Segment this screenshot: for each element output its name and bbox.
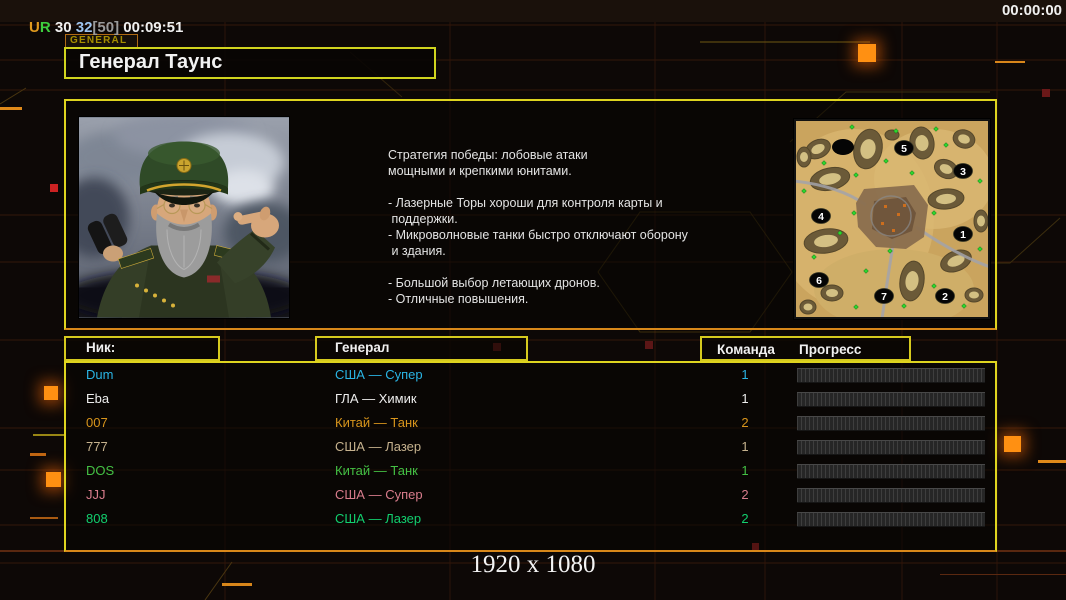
- player-general: США — Супер: [335, 367, 423, 382]
- start-marker-label: 3: [960, 166, 966, 178]
- match-info: UR 30 32[50] 00:09:51: [4, 2, 183, 53]
- map-image: 5 3 4 1 6 7 2: [794, 119, 990, 319]
- elapsed-time: 00:09:51: [119, 19, 184, 36]
- header-team: Команда: [717, 342, 775, 357]
- start-marker-label: 2: [942, 291, 948, 303]
- player-general: Китай — Танк: [335, 415, 418, 430]
- rate-value: 32: [71, 19, 93, 36]
- strategy-line: поддержки.: [388, 212, 458, 226]
- player-team: 2: [741, 415, 749, 430]
- map-start-markers: 5 3 4 1 6 7 2: [809, 140, 973, 304]
- player-team: 1: [741, 391, 749, 406]
- strategy-line: мощными и крепкими юнитами.: [388, 164, 572, 178]
- player-nick: JJJ: [86, 487, 106, 502]
- general-portrait-image: [79, 117, 289, 318]
- table-row: 777 США — Лазер 1: [66, 435, 995, 459]
- player-nick: Dum: [86, 367, 114, 382]
- strategy-line: Стратегия победы: лобовые атаки: [388, 148, 588, 162]
- glow-square: [1004, 436, 1021, 452]
- page-title: Генерал Таунс: [79, 51, 223, 73]
- resolution-label: 1920 x 1080: [470, 551, 596, 578]
- header-nick: Ник:: [64, 336, 220, 361]
- player-general: Китай — Танк: [335, 463, 418, 478]
- start-marker-label: 5: [901, 143, 907, 155]
- strategy-line: - Большой выбор летающих дронов.: [388, 276, 600, 290]
- start-marker-label: 1: [960, 229, 966, 241]
- table-row: Eba ГЛА — Химик 1: [66, 387, 995, 411]
- progress-bar: [797, 416, 985, 431]
- player-general: ГЛА — Химик: [335, 391, 417, 406]
- player-nick: 808: [86, 511, 108, 526]
- player-general: США — Лазер: [335, 439, 422, 454]
- strategy-line: [388, 179, 728, 195]
- player-team: 1: [741, 439, 749, 454]
- general-info-panel: Стратегия победы: лобовые атаки мощными …: [64, 99, 997, 330]
- glow-square: [44, 386, 58, 400]
- map-preview: 5 3 4 1 6 7 2: [793, 118, 991, 320]
- fps-value: 30: [50, 19, 72, 36]
- player-roster-panel: Dum США — Супер 1 Eba ГЛА — Химик 1 007 …: [64, 361, 997, 552]
- progress-bar: [797, 392, 985, 407]
- progress-bar: [797, 368, 985, 383]
- header-general: Генерал: [315, 336, 528, 361]
- progress-bar: [797, 512, 985, 527]
- player-general: США — Супер: [335, 487, 423, 502]
- rate-max: [50]: [92, 19, 120, 36]
- strategy-line: и здания.: [388, 244, 446, 258]
- progress-bar: [797, 464, 985, 479]
- strategy-line: - Лазерные Торы хороши для контроля карт…: [388, 196, 663, 210]
- strategy-text: Стратегия победы: лобовые атаки мощными …: [388, 147, 728, 307]
- table-row: DOS Китай — Танк 1: [66, 459, 995, 483]
- table-row: 007 Китай — Танк 2: [66, 411, 995, 435]
- player-nick: 777: [86, 439, 108, 454]
- player-team: 1: [741, 463, 749, 478]
- player-nick: DOS: [86, 463, 115, 478]
- strategy-line: [388, 259, 728, 275]
- ping-letter-r: R: [39, 19, 51, 36]
- player-team: 1: [741, 367, 749, 382]
- table-row: Dum США — Супер 1: [66, 363, 995, 387]
- player-general: США — Лазер: [335, 511, 422, 526]
- progress-bar: [797, 440, 985, 455]
- title-box: Генерал Таунс: [64, 47, 436, 79]
- glow-square: [858, 44, 876, 62]
- general-portrait: [78, 116, 290, 319]
- map-blot: [832, 139, 854, 155]
- strategy-line: - Отличные повышения.: [388, 292, 529, 306]
- player-team: 2: [741, 511, 749, 526]
- glow-square: [46, 472, 61, 487]
- strategy-line: - Микроволновые танки быстро отключают о…: [388, 228, 688, 242]
- start-marker-label: 4: [818, 211, 824, 223]
- top-bar: UR 30 32[50] 00:09:51 00:00:00: [0, 0, 1066, 36]
- start-marker-label: 6: [816, 275, 822, 287]
- header-team-progress: Команда Прогресс: [700, 336, 911, 361]
- progress-bar: [797, 488, 985, 503]
- ping-letter-u: U: [29, 19, 40, 36]
- table-row: 808 США — Лазер 2: [66, 507, 995, 531]
- game-clock: 00:00:00: [1001, 2, 1062, 19]
- table-row: JJJ США — Супер 2: [66, 483, 995, 507]
- player-nick: 007: [86, 415, 108, 430]
- header-progress: Прогресс: [799, 342, 862, 357]
- player-nick: Eba: [86, 391, 110, 406]
- start-marker-label: 7: [881, 291, 887, 303]
- player-team: 2: [741, 487, 749, 502]
